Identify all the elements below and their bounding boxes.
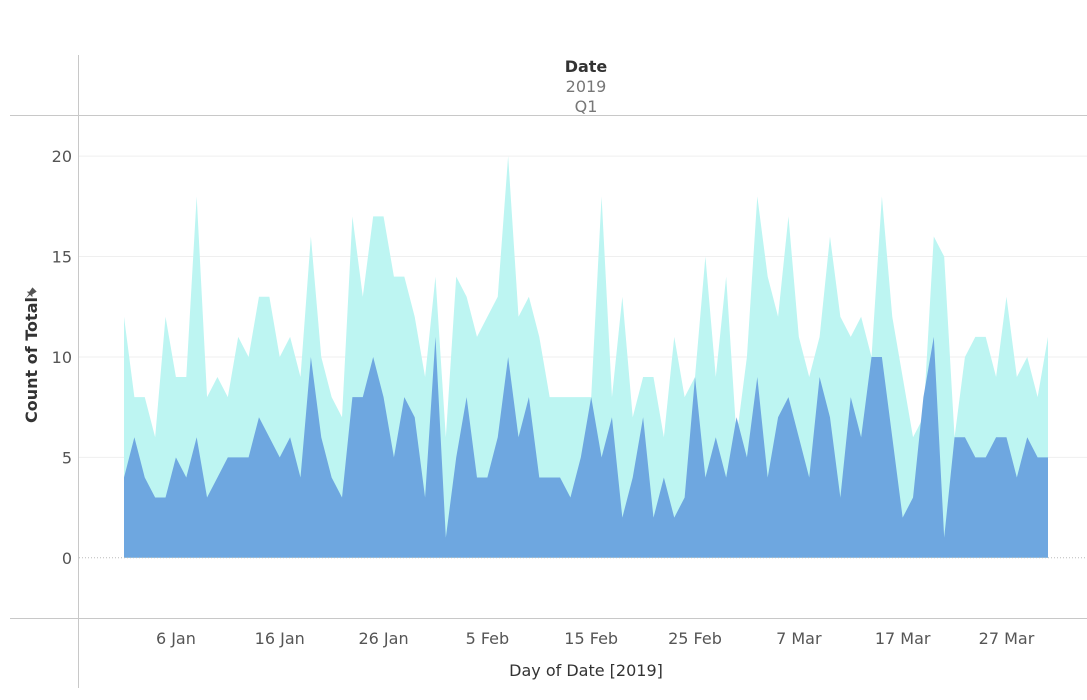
x-tick-label: 15 Feb — [564, 629, 618, 648]
y-tick-label: 15 — [52, 248, 72, 267]
area-series-2[interactable] — [124, 336, 1048, 558]
x-tick-label: 26 Jan — [358, 629, 408, 648]
x-tick-label: 5 Feb — [466, 629, 510, 648]
header-year: 2019 — [566, 77, 607, 96]
x-axis-title: Day of Date [2019] — [509, 661, 663, 680]
x-tick-label: 17 Mar — [875, 629, 931, 648]
x-tick-label: 6 Jan — [156, 629, 196, 648]
header-title: Date — [565, 57, 608, 76]
y-tick-label: 5 — [62, 448, 72, 467]
x-tick-label: 16 Jan — [255, 629, 305, 648]
y-tick-label: 10 — [52, 348, 72, 367]
header-quarter: Q1 — [575, 97, 598, 116]
area-series — [124, 156, 1048, 558]
x-tick-label: 25 Feb — [668, 629, 722, 648]
pin-icon[interactable] — [23, 287, 37, 301]
x-tick-label: 7 Mar — [776, 629, 822, 648]
x-tick-label: 27 Mar — [979, 629, 1035, 648]
y-axis-title: Count of Total — [22, 297, 41, 423]
y-tick-label: 0 — [62, 549, 72, 568]
y-tick-labels: 0 5 10 15 20 — [52, 147, 72, 568]
y-tick-label: 20 — [52, 147, 72, 166]
x-tick-labels: 6 Jan 16 Jan 26 Jan 5 Feb 15 Feb 25 Feb 7 Mar 1… — [156, 629, 1035, 648]
